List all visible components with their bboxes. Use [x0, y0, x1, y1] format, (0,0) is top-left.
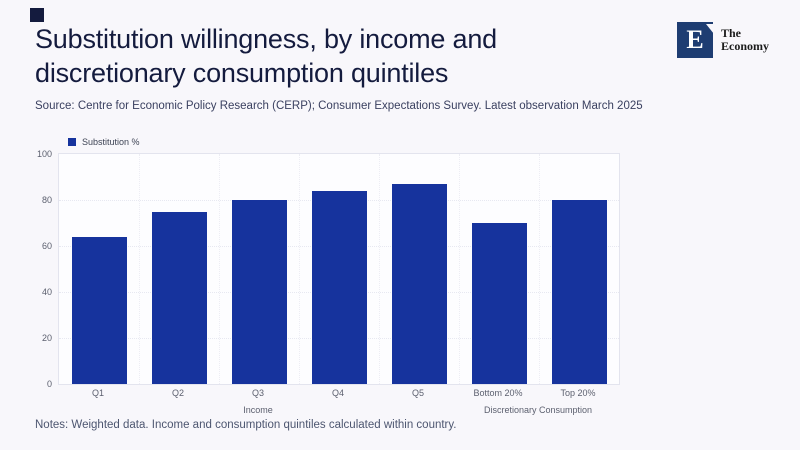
gridline-vertical — [459, 154, 460, 384]
logo-monogram-square: E — [677, 22, 714, 58]
page-title: Substitution willingness, by income and … — [35, 22, 655, 90]
bar-top-20-[interactable] — [551, 200, 607, 384]
logo-quote-accent-icon — [706, 24, 714, 34]
logo-monogram: E — [686, 25, 704, 54]
x-tick-label: Q1 — [91, 388, 104, 398]
group-label-discretionary-consumption: Discretionary Consumption — [483, 405, 593, 415]
x-tick-label: Top 20% — [560, 388, 596, 398]
the-economy-logo: E The Economy — [677, 22, 787, 60]
x-tick-label: Q4 — [331, 388, 344, 398]
source-text: Source: Centre for Economic Policy Resea… — [35, 100, 643, 112]
bar-chart: Substitution % 0 20 40 60 80 100 Q1 Q2 Q3 Q4 Q5 Bo… — [35, 130, 735, 415]
legend-label: Substitution % — [82, 137, 140, 147]
gridline-vertical — [379, 154, 380, 384]
logo-name: The Economy — [721, 27, 769, 53]
x-tick-label: Bottom 20% — [473, 388, 523, 398]
bar-q5[interactable] — [391, 183, 447, 384]
bar-q4[interactable] — [311, 190, 367, 384]
y-tick-label: 40 — [41, 287, 52, 297]
gridline-vertical — [299, 154, 300, 384]
gridline-vertical — [219, 154, 220, 384]
gridline-vertical — [139, 154, 140, 384]
brand-mark — [30, 8, 44, 22]
y-tick-label: 80 — [41, 195, 52, 205]
plot-area — [58, 153, 620, 385]
y-tick-label: 60 — [41, 241, 52, 251]
bar-q1[interactable] — [71, 236, 127, 384]
logo-name-line2: Economy — [721, 39, 769, 53]
page-title-line1: Substitution willingness, by income and — [35, 24, 497, 54]
y-tick-label: 0 — [46, 379, 52, 389]
notes-text: Notes: Weighted data. Income and consump… — [35, 419, 457, 431]
bar-q3[interactable] — [231, 200, 287, 384]
group-label-income: Income — [243, 405, 273, 415]
bar-q2[interactable] — [151, 211, 207, 384]
x-tick-label: Q3 — [251, 388, 264, 398]
page-title-line2: discretionary consumption quintiles — [35, 58, 449, 88]
y-tick-label: 100 — [36, 149, 52, 159]
chart-legend: Substitution % — [68, 136, 140, 148]
logo-name-line1: The — [721, 26, 742, 40]
y-tick-label: 20 — [41, 333, 52, 343]
x-tick-label: Q2 — [171, 388, 184, 398]
legend-swatch-icon — [68, 138, 76, 146]
x-tick-label: Q5 — [411, 388, 424, 398]
gridline-vertical — [539, 154, 540, 384]
bar-bottom-20-[interactable] — [471, 223, 527, 384]
